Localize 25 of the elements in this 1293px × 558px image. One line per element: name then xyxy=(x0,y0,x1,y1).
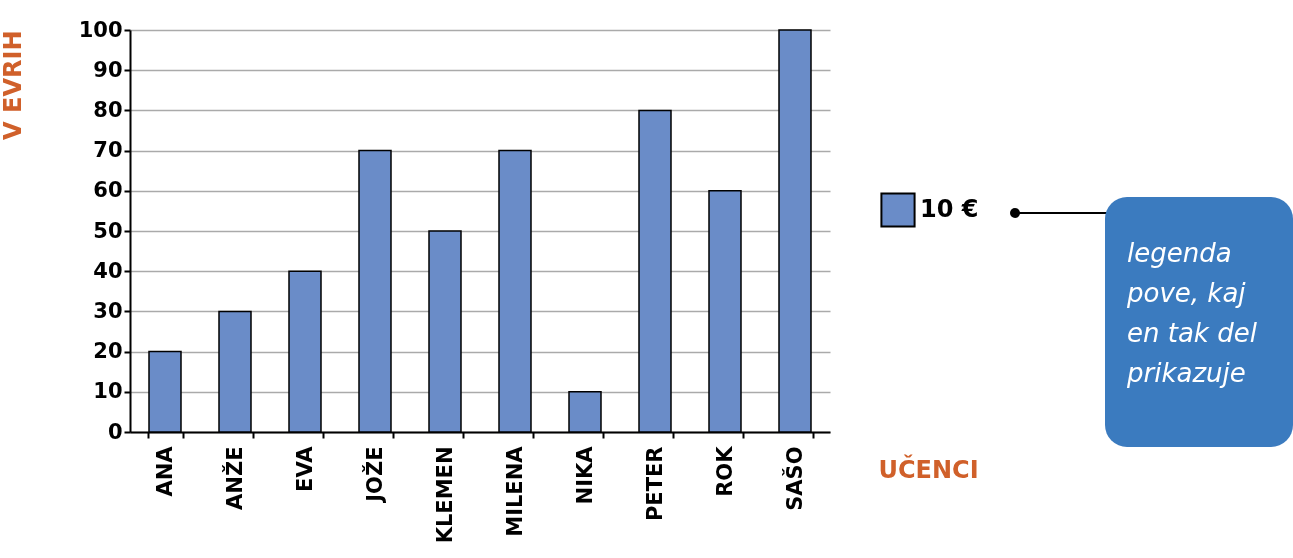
x-tick-label: JOŽE xyxy=(361,446,387,504)
x-tick-label: KLEMEN xyxy=(432,446,457,544)
x-tick-label: SAŠO xyxy=(781,446,807,511)
legend-label: 10 € xyxy=(920,195,979,223)
y-tick-label: 40 xyxy=(93,258,123,283)
x-tick-label: EVA xyxy=(292,445,317,492)
y-tick-label: 30 xyxy=(93,298,123,323)
text: legenda pove, kaj en tak del prikazuje xyxy=(1127,237,1258,390)
x-axis-title: UČENCI xyxy=(878,453,979,484)
y-tick-label: 80 xyxy=(93,97,123,122)
y-tick-label: 70 xyxy=(93,138,123,163)
y-axis-title: V EVRIH xyxy=(0,30,27,140)
y-tick-label: 60 xyxy=(93,178,123,203)
y-tick-label: 50 xyxy=(93,218,123,243)
y-tick-label: 0 xyxy=(107,419,123,444)
y-tick-label: 100 xyxy=(78,17,123,42)
y-tick-label: 90 xyxy=(93,57,123,82)
x-tick-label: PETER xyxy=(642,446,667,522)
y-tick-label: 10 xyxy=(93,379,123,404)
x-tick-label: MILENA xyxy=(502,445,527,537)
y-tick-label: 20 xyxy=(93,339,123,364)
x-tick-label: NIKA xyxy=(572,445,597,505)
x-tick-label: ANA xyxy=(152,445,177,497)
x-tick-label: ANŽE xyxy=(221,446,247,510)
x-tick-label: ROK xyxy=(712,445,737,497)
